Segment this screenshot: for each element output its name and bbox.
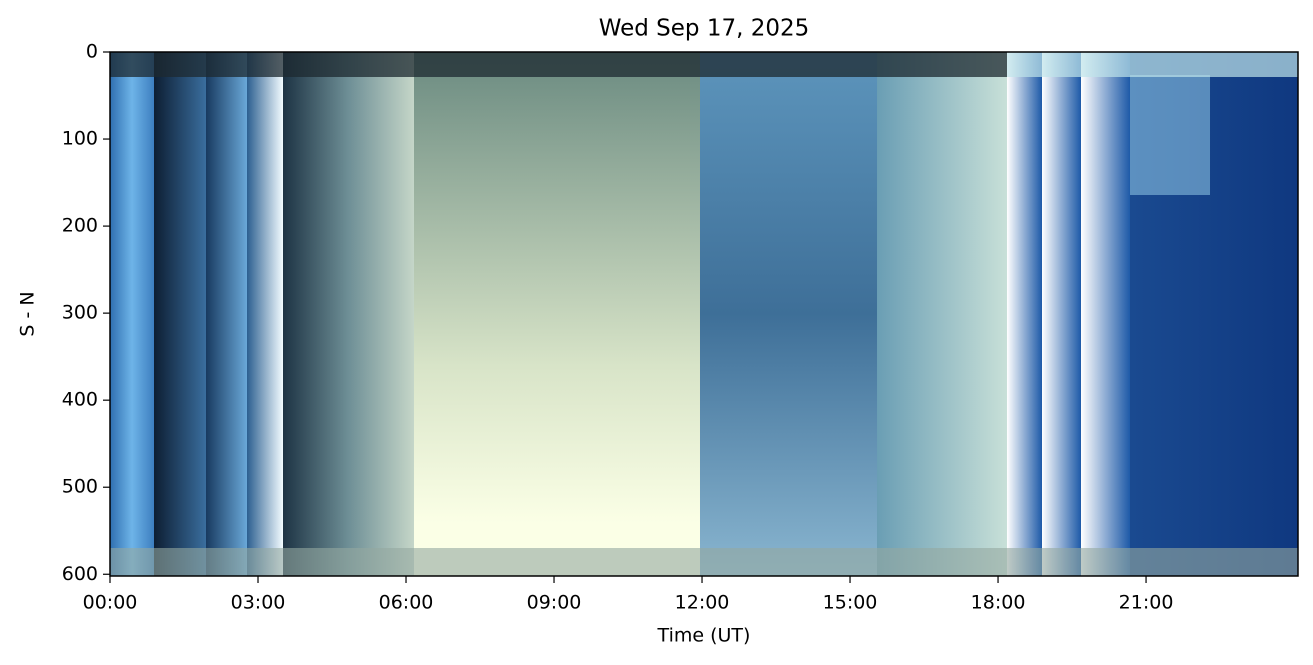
y-tick-label: 600: [62, 563, 98, 585]
x-axis-label: Time (UT): [657, 625, 751, 647]
x-tick-label: 21:00: [1119, 592, 1174, 614]
x-tick-label: 12:00: [675, 592, 730, 614]
x-tick-label: 15:00: [823, 592, 878, 614]
y-tick-label: 500: [62, 476, 98, 498]
x-tick-label: 03:00: [231, 592, 286, 614]
keogram-image: [110, 52, 1298, 576]
x-tick-label: 18:00: [971, 592, 1026, 614]
y-tick-label: 0: [86, 41, 98, 63]
plot-frame: [109, 51, 1299, 577]
y-tick-label: 200: [62, 215, 98, 237]
x-tick-label: 09:00: [527, 592, 582, 614]
y-axis-label: S - N: [17, 291, 39, 336]
y-tick-label: 400: [62, 389, 98, 411]
x-tick-label: 00:00: [83, 592, 138, 614]
x-tick-label: 06:00: [379, 592, 434, 614]
y-tick-label: 300: [62, 302, 98, 324]
y-tick-label: 100: [62, 128, 98, 150]
chart-title: Wed Sep 17, 2025: [599, 16, 810, 42]
